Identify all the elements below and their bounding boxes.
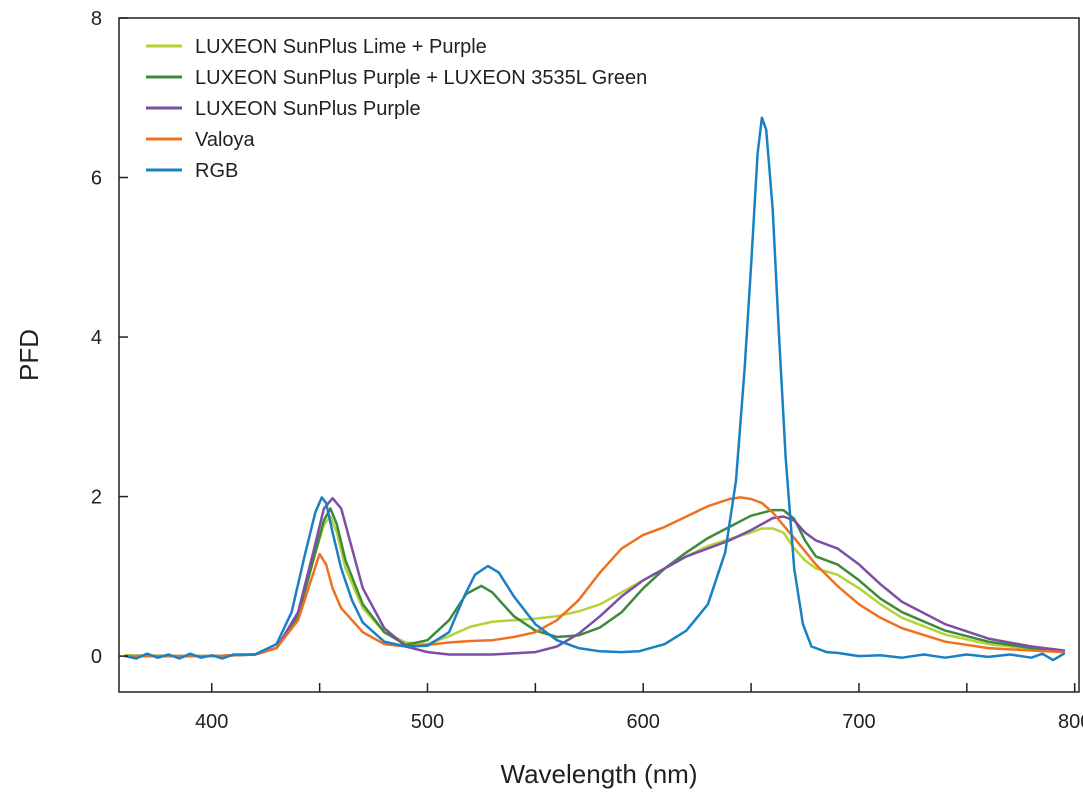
series-line-5	[124, 116, 1066, 662]
y-tick-label: 2	[91, 487, 102, 509]
legend-label: RGB	[195, 160, 238, 182]
series-line-3	[124, 496, 1066, 658]
series-line-2	[124, 507, 1066, 658]
legend-item-4: Valoya	[146, 129, 256, 151]
series-line-4	[124, 496, 1066, 658]
legend-item-3: LUXEON SunPlus Purple	[146, 98, 421, 120]
x-tick-label: 700	[842, 711, 875, 733]
y-tick-label: 6	[91, 168, 102, 190]
x-tick-label: 800	[1058, 711, 1083, 733]
legend-label: Valoya	[195, 129, 256, 151]
legend-item-5: RGB	[146, 160, 238, 182]
y-tick-label: 0	[91, 646, 102, 668]
axes-layer: 400 500 600 700 800 0 2 4 6 8	[91, 8, 1083, 733]
legend-item-2: LUXEON SunPlus Purple + LUXEON 3535L Gre…	[146, 67, 647, 89]
series-layer	[124, 116, 1066, 662]
legend-label: LUXEON SunPlus Lime + Purple	[195, 36, 487, 58]
x-tick-label: 500	[411, 711, 444, 733]
x-axis-title: Wavelength (nm)	[501, 759, 698, 789]
series-line-1	[124, 515, 1066, 658]
x-tick-label: 400	[195, 711, 228, 733]
x-tick-label: 600	[627, 711, 660, 733]
legend: LUXEON SunPlus Lime + Purple LUXEON SunPl…	[146, 36, 647, 182]
legend-label: LUXEON SunPlus Purple + LUXEON 3535L Gre…	[195, 67, 647, 89]
y-tick-label: 8	[91, 8, 102, 30]
y-tick-label: 4	[91, 327, 102, 349]
plot-frame	[118, 17, 1080, 693]
y-axis-title: PFD	[14, 329, 44, 381]
legend-item-1: LUXEON SunPlus Lime + Purple	[146, 36, 487, 58]
legend-label: LUXEON SunPlus Purple	[195, 98, 421, 120]
